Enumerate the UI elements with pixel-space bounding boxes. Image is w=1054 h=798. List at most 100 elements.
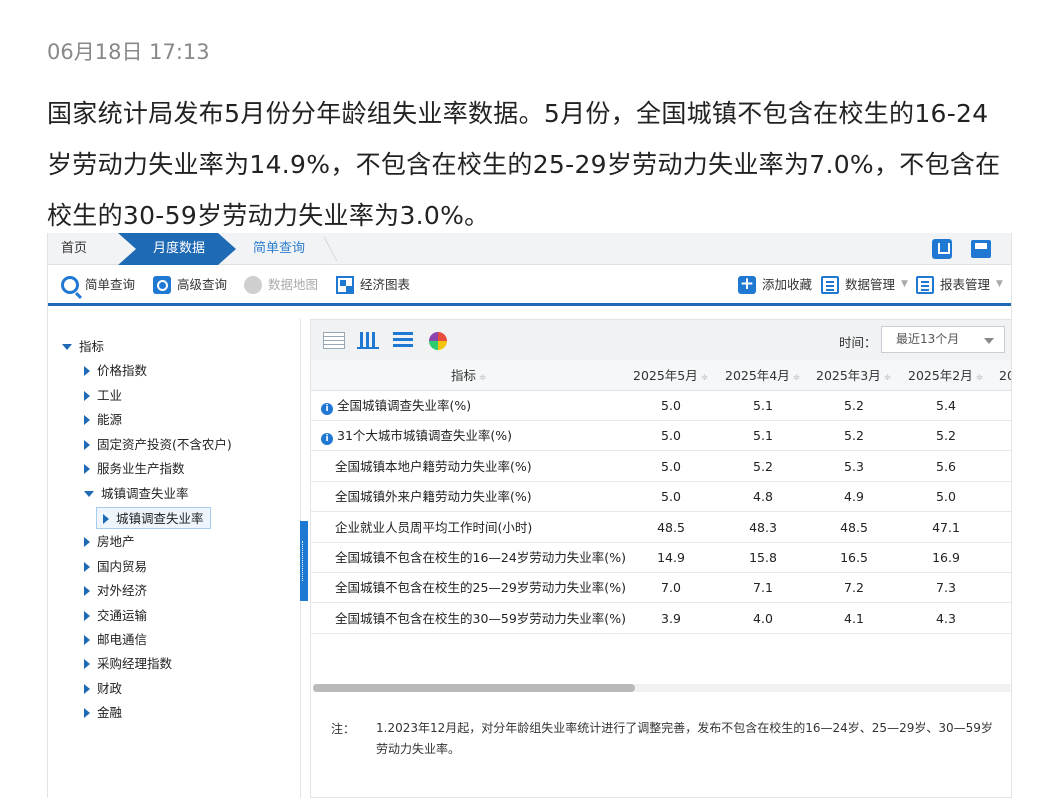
- info-icon[interactable]: i: [321, 403, 333, 415]
- time-range-value: 最近13个月: [896, 332, 960, 346]
- bar-chart-icon[interactable]: [357, 332, 379, 349]
- sort-icon[interactable]: ≑: [883, 373, 892, 383]
- article-headline: 国家统计局发布5月份分年龄组失业率数据。5月份，全国城镇不包含在校生的16-24…: [47, 99, 1001, 230]
- tree-item-energy[interactable]: 能源: [84, 409, 122, 431]
- table-cell: 7.3: [936, 580, 956, 596]
- add-favorite-button[interactable]: + 添加收藏: [738, 266, 812, 303]
- list-icon: [821, 275, 839, 294]
- column-header-2025-02[interactable]: 2025年2月 ≑: [908, 368, 984, 383]
- tree-item-post-telecom[interactable]: 邮电通信: [84, 629, 147, 651]
- breadcrumb-simple-query[interactable]: 简单查询: [253, 241, 306, 256]
- tree-item-price-index[interactable]: 价格指数: [84, 360, 147, 382]
- tree-item-real-estate[interactable]: 房地产: [84, 531, 135, 553]
- breadcrumb-home[interactable]: 首页: [61, 241, 88, 256]
- table-view-icon[interactable]: [323, 332, 345, 349]
- plus-icon: +: [738, 273, 756, 294]
- table-cell: 5.0: [661, 489, 681, 505]
- note-label: 注：: [331, 722, 356, 736]
- collapse-icon: [84, 684, 90, 694]
- column-header-2025-04[interactable]: 2025年4月 ≑: [725, 368, 801, 383]
- table-row[interactable]: 全国城镇外来户籍劳动力失业率(%) 5.0 4.8 4.9 5.0: [311, 482, 1011, 513]
- table-row[interactable]: 全国城镇本地户籍劳动力失业率(%) 5.0 5.2 5.3 5.6: [311, 452, 1011, 482]
- table-cell: 47.1: [932, 519, 960, 535]
- pie-chart-icon[interactable]: [429, 332, 447, 350]
- advanced-search-icon: [153, 275, 171, 294]
- tree-item-foreign-economy[interactable]: 对外经济: [84, 580, 147, 602]
- tree-item-pmi[interactable]: 采购经理指数: [84, 653, 172, 675]
- breadcrumb-monthly-data[interactable]: 月度数据: [118, 233, 236, 265]
- table-row[interactable]: i 全国城镇调查失业率(%) 5.0 5.1 5.2 5.4: [311, 391, 1011, 421]
- table-cell: 16.9: [932, 550, 960, 565]
- indicator-tree: 指标 价格指数 工业 能源 固定资产投资(不含农户) 服务业生产指数 城镇调查失…: [48, 319, 301, 798]
- economic-chart-button[interactable]: 经济图表: [336, 266, 410, 303]
- tree-scroll-handle[interactable]: [300, 521, 308, 601]
- table-cell: 5.2: [936, 428, 956, 444]
- column-header-indicator[interactable]: 指标 ≑: [451, 368, 487, 383]
- table-cell: 5.0: [936, 489, 956, 505]
- column-header-2025-05[interactable]: 2025年5月 ≑: [633, 368, 709, 383]
- column-header-truncated[interactable]: 20: [999, 368, 1011, 383]
- tree-item-service-index[interactable]: 服务业生产指数: [84, 458, 185, 480]
- data-map-button[interactable]: 数据地图: [244, 266, 318, 303]
- tree-item-fixed-investment[interactable]: 固定资产投资(不含农户): [84, 434, 232, 456]
- add-favorite-label: 添加收藏: [762, 277, 813, 292]
- indicator-name: i 全国城镇调查失业率(%): [321, 391, 471, 421]
- info-icon[interactable]: i: [321, 433, 333, 446]
- table-cell: 48.5: [657, 519, 685, 535]
- collapse-icon: [84, 440, 90, 450]
- sort-icon[interactable]: ≑: [700, 373, 709, 383]
- indicator-name: 全国城镇本地户籍劳动力失业率(%): [335, 458, 532, 474]
- data-manage-dropdown[interactable]: 数据管理 ▼: [821, 266, 908, 303]
- query-toolbar: 简单查询 高级查询 数据地图 经济图表 + 添加收藏 数据管理 ▼ 报表管理 ▼: [48, 266, 1011, 306]
- table-row[interactable]: 全国城镇不包含在校生的25—29岁劳动力失业率(%) 7.0 7.1 7.2 7.3: [311, 573, 1011, 604]
- table-cell: 3.9: [661, 610, 681, 626]
- table-row[interactable]: 企业就业人员周平均工作时间(小时) 48.5 48.3 48.5 47.1: [311, 513, 1011, 543]
- horizontal-bar-icon[interactable]: [393, 332, 413, 349]
- breadcrumb-separator: [306, 237, 338, 261]
- expand-icon: [84, 491, 94, 497]
- table-cell: 5.6: [936, 458, 956, 474]
- tree-item-unemployment[interactable]: 城镇调查失业率: [84, 483, 189, 505]
- advanced-query-button[interactable]: 高级查询: [153, 266, 227, 303]
- sort-icon[interactable]: ≑: [479, 373, 487, 383]
- tree-item-finance[interactable]: 金融: [84, 702, 122, 724]
- print-icon[interactable]: [971, 240, 991, 258]
- collapse-icon: [84, 464, 90, 474]
- collapse-icon: [84, 537, 90, 547]
- tree-root[interactable]: 指标: [62, 336, 104, 358]
- simple-query-label: 简单查询: [85, 277, 136, 292]
- table-cell: 16.5: [840, 550, 868, 565]
- table-cell: 5.1: [753, 428, 773, 444]
- table-cell: 14.9: [657, 550, 685, 565]
- collapse-icon: [84, 415, 90, 425]
- collapse-icon: [84, 391, 90, 401]
- sort-icon[interactable]: ≑: [975, 373, 984, 383]
- stats-site-screenshot: 首页 月度数据 简单查询 简单查询 高级查询 数据地图 经济图表 + 添加收藏: [47, 233, 1012, 798]
- collapse-icon: [84, 562, 90, 572]
- data-panel: 时间： 最近13个月 指标 ≑ 2025年5月 ≑ 2025年4月 ≑ 2025年3月…: [310, 319, 1011, 798]
- download-icon[interactable]: [932, 239, 952, 259]
- simple-query-button[interactable]: 简单查询: [61, 266, 135, 303]
- table-cell: 4.3: [936, 610, 956, 626]
- time-range-select[interactable]: 最近13个月: [881, 326, 1005, 353]
- table-cell: 5.0: [661, 458, 681, 474]
- column-header-2025-03[interactable]: 2025年3月 ≑: [816, 368, 892, 383]
- tree-item-transport[interactable]: 交通运输: [84, 605, 147, 627]
- tree-item-industry[interactable]: 工业: [84, 385, 122, 407]
- table-row[interactable]: 全国城镇不包含在校生的30—59岁劳动力失业率(%) 3.9 4.0 4.1 4.3: [311, 604, 1011, 634]
- table-row[interactable]: 全国城镇不包含在校生的16—24岁劳动力失业率(%) 14.9 15.8 16.5 16…: [311, 543, 1011, 573]
- tree-item-unemployment-selected[interactable]: 城镇调查失业率: [96, 507, 211, 529]
- horizontal-scrollbar[interactable]: [313, 684, 1010, 692]
- table-cell: 5.4: [936, 398, 956, 413]
- tree-item-finance-gov[interactable]: 财政: [84, 678, 122, 700]
- table-cell: 48.3: [749, 519, 777, 535]
- report-manage-dropdown[interactable]: 报表管理 ▼: [916, 266, 1003, 303]
- tree-item-domestic-trade[interactable]: 国内贸易: [84, 556, 147, 578]
- collapse-icon: [84, 708, 90, 718]
- table-row[interactable]: i 31个大城市城镇调查失业率(%) 5.0 5.1 5.2 5.2: [311, 421, 1011, 452]
- sort-icon[interactable]: ≑: [792, 373, 801, 383]
- scrollbar-thumb[interactable]: [313, 684, 635, 692]
- map-icon: [244, 275, 262, 294]
- expand-icon: [62, 344, 72, 350]
- indicator-name: i 31个大城市城镇调查失业率(%): [321, 421, 512, 451]
